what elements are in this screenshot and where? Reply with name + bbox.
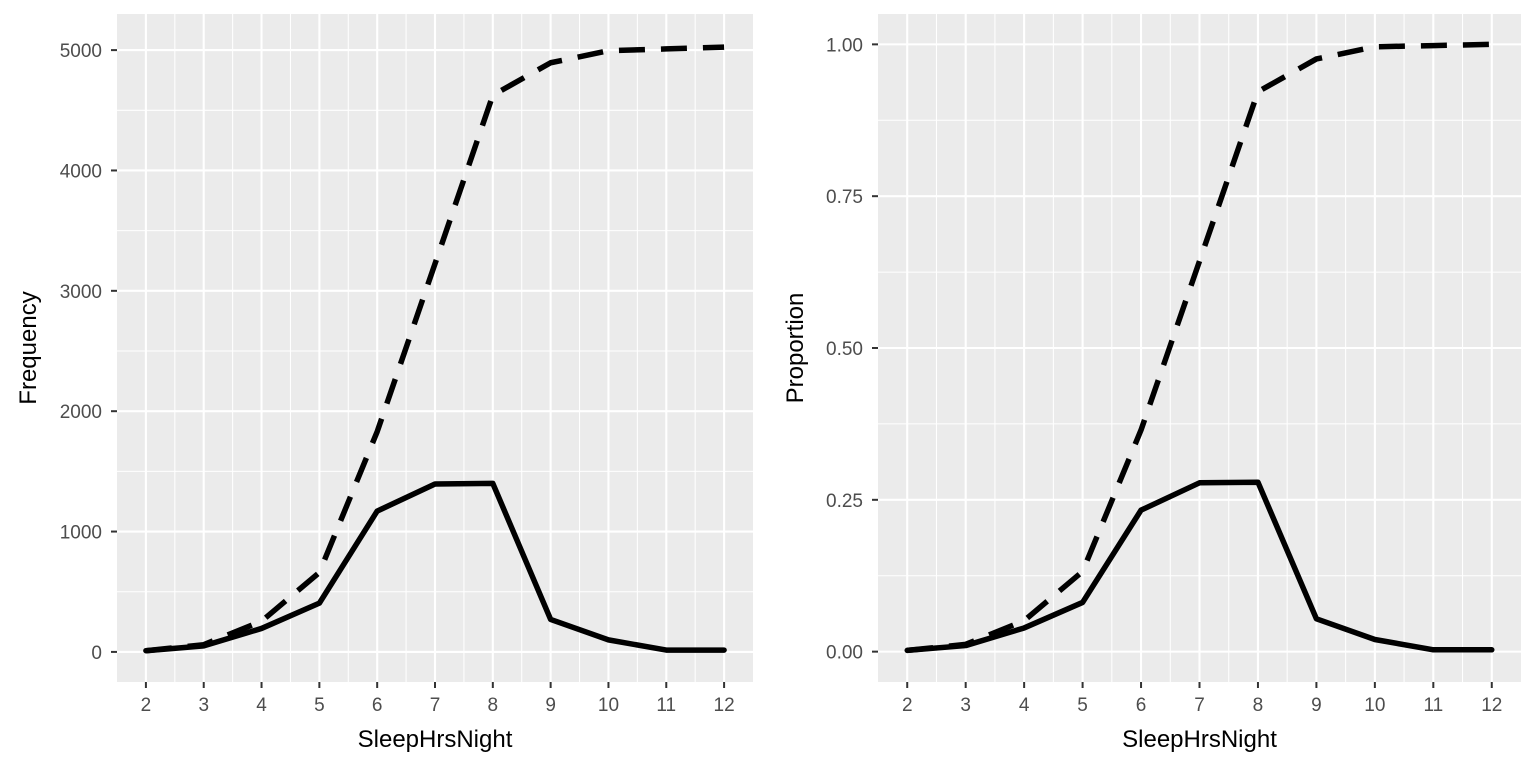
left-x-tick-label: 3 [198,695,209,716]
right-x-tick-label: 8 [1253,695,1264,716]
left-y-tick-label: 5000 [60,41,102,62]
left-y-tick-label: 3000 [60,282,102,303]
right-y-tick-label: 0.25 [826,491,863,512]
right-x-axis-title: SleepHrsNight [1122,726,1277,753]
right-y-tick-label: 1.00 [826,35,863,56]
left-series-cumulative-frequency [145,44,725,654]
left-x-tick-label: 6 [372,695,383,716]
right-x-tick-label: 10 [1364,695,1385,716]
right-x-tick-label: 7 [1194,695,1205,716]
right-x-tick-label: 4 [1019,695,1030,716]
right-x-tick-label: 6 [1136,695,1147,716]
right-panel: 2 3 4 5 6 7 8 9 10 11 12 0.00 0.25 0.50 0.75 1.00 SleepH… [782,14,1521,753]
right-series-cumulative-proportion [906,41,1492,654]
left-y-tick-label: 1000 [60,523,102,544]
right-y-tick-label: 0.50 [826,339,863,360]
left-x-tick-label: 8 [488,695,499,716]
left-y-tick-label: 4000 [60,161,102,182]
right-x-tick-label: 5 [1077,695,1088,716]
right-y-tick-label: 0.00 [826,643,863,664]
right-y-tick-label: 0.75 [826,187,863,208]
left-y-tick-label: 2000 [60,402,102,423]
left-panel: 2 3 4 5 6 7 8 9 10 11 12 0 1000 2000 3000 4000 5000 Sleep… [15,14,753,753]
left-x-axis-title: SleepHrsNight [358,726,513,753]
left-x-tick-label: 9 [545,695,556,716]
right-x-tick-label: 11 [1423,695,1443,716]
right-x-tick-label: 12 [1481,695,1502,716]
right-x-tick-label: 2 [902,695,913,716]
left-y-axis-title: Frequency [15,291,42,404]
right-x-tick-label: 9 [1311,695,1322,716]
left-x-tick-label: 11 [656,695,676,716]
left-x-tick-label: 7 [430,695,441,716]
left-x-tick-label: 4 [256,695,267,716]
left-x-tick-label: 5 [314,695,325,716]
left-x-tick-label: 10 [598,695,619,716]
left-x-tick-label: 12 [714,695,735,716]
right-y-axis-title: Proportion [782,293,809,404]
right-series-proportion [904,479,1495,654]
right-x-tick-label: 3 [960,695,971,716]
left-series-frequency [143,480,727,654]
left-y-tick-label: 0 [91,643,102,664]
left-x-tick-label: 2 [141,695,152,716]
